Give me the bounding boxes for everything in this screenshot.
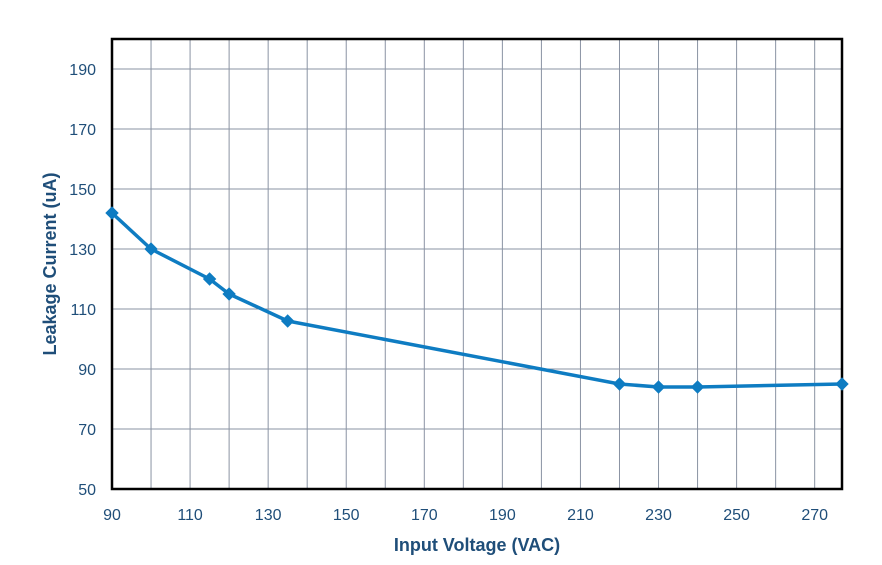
y-tick-label: 130 [69, 242, 96, 259]
y-tick-label: 110 [70, 302, 96, 319]
x-tick-label: 170 [411, 507, 438, 524]
data-point-marker [835, 377, 849, 391]
x-tick-label: 270 [801, 507, 828, 524]
x-tick-label: 90 [103, 507, 121, 524]
x-axis-tick-labels: 90 110 130 150 170 190 210 230 250 270 [103, 507, 828, 524]
series-line [110, 211, 844, 389]
y-axis-title: Leakage Current (uA) [40, 172, 60, 355]
y-tick-label: 70 [78, 422, 96, 439]
x-tick-label: 130 [255, 507, 282, 524]
x-tick-label: 150 [333, 507, 360, 524]
y-axis-tick-labels: 50 70 90 110 130 150 170 190 [69, 62, 96, 499]
data-point-marker [612, 377, 627, 391]
y-tick-label: 150 [69, 182, 96, 199]
data-point-marker [222, 287, 236, 301]
grid-lines [111, 38, 842, 490]
data-point-marker [202, 272, 217, 286]
series-layer [105, 206, 849, 394]
x-tick-label: 190 [489, 507, 516, 524]
data-point-marker [690, 380, 705, 394]
x-tick-label: 110 [177, 507, 203, 524]
data-point-marker [144, 242, 158, 256]
x-tick-label: 250 [723, 507, 750, 524]
y-tick-label: 170 [69, 122, 96, 139]
plot-area-frame [110, 37, 844, 491]
data-point-marker [280, 314, 295, 328]
y-tick-label: 50 [78, 482, 96, 499]
x-tick-label: 230 [645, 507, 672, 524]
x-axis-title: Input Voltage (VAC) [394, 535, 560, 555]
data-point-marker [651, 380, 666, 394]
y-tick-label: 190 [69, 62, 96, 79]
data-point-marker [105, 206, 119, 220]
y-tick-label: 90 [78, 362, 96, 379]
x-tick-label: 210 [567, 507, 594, 524]
